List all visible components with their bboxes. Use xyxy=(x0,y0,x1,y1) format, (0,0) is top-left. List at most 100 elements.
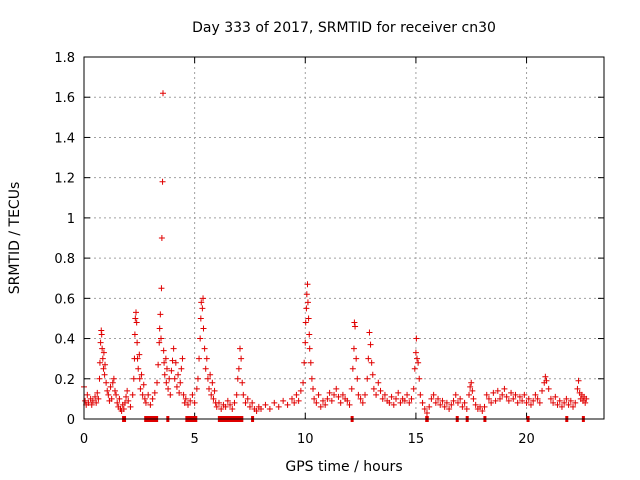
data-point xyxy=(208,391,215,398)
data-point xyxy=(194,375,201,382)
data-point xyxy=(452,391,459,398)
data-point xyxy=(454,399,461,406)
data-point xyxy=(156,325,163,332)
data-point xyxy=(140,381,147,388)
data-point xyxy=(137,385,144,392)
data-point xyxy=(428,395,435,402)
data-point xyxy=(88,401,95,408)
data-point xyxy=(423,409,430,416)
data-point xyxy=(310,385,317,392)
data-point xyxy=(335,393,342,400)
data-point xyxy=(113,391,120,398)
data-point xyxy=(291,399,298,406)
data-point xyxy=(545,385,552,392)
data-point xyxy=(512,391,519,398)
data-point xyxy=(468,379,475,386)
data-point xyxy=(379,395,386,402)
data-point xyxy=(365,355,372,362)
data-point xyxy=(163,379,170,386)
data-point xyxy=(209,379,216,386)
axis-ticks: 0 0.2 0.4 0.6 0.8 1 1.2 1.4 1.6 1.8 0 5 10 15 20 xyxy=(54,51,604,447)
data-point xyxy=(167,391,174,398)
data-point xyxy=(466,391,473,398)
x-tick-label: 15 xyxy=(408,432,425,447)
data-point xyxy=(289,395,295,402)
data-point xyxy=(393,395,399,402)
y-tick-label: 1.2 xyxy=(54,172,75,187)
y-tick-label: 1.4 xyxy=(54,131,75,146)
data-point xyxy=(311,395,318,402)
data-point xyxy=(107,383,114,390)
data-point xyxy=(239,379,246,386)
data-point xyxy=(565,401,572,408)
data-point xyxy=(572,399,579,406)
data-point xyxy=(244,395,251,402)
data-point xyxy=(582,399,589,406)
x-tick-label: 20 xyxy=(518,432,535,447)
data-point xyxy=(303,291,310,298)
data-point xyxy=(297,387,304,394)
data-point xyxy=(189,391,196,398)
data-point xyxy=(401,397,408,404)
data-point xyxy=(381,391,388,398)
data-point xyxy=(96,359,103,366)
data-point xyxy=(179,355,186,362)
data-point xyxy=(181,399,188,406)
data-point xyxy=(99,345,106,352)
y-tick-label: 0.4 xyxy=(54,333,75,348)
data-point xyxy=(305,315,312,322)
data-point xyxy=(457,395,464,402)
data-point xyxy=(469,387,476,394)
data-point xyxy=(543,377,550,384)
data-point xyxy=(322,401,329,408)
data-point xyxy=(463,405,470,412)
data-point xyxy=(200,295,207,302)
data-point xyxy=(234,375,241,382)
x-tick-label: 0 xyxy=(80,432,88,447)
data-point xyxy=(357,395,364,402)
data-point xyxy=(114,399,121,406)
data-point xyxy=(96,375,103,382)
data-point xyxy=(359,399,366,406)
data-point xyxy=(235,365,242,372)
data-point xyxy=(120,405,127,412)
data-point xyxy=(156,339,163,346)
data-point xyxy=(165,385,172,392)
data-point xyxy=(467,383,474,390)
data-point xyxy=(210,395,217,402)
data-points xyxy=(81,90,590,422)
data-point xyxy=(159,90,166,97)
data-point xyxy=(224,397,231,404)
data-point xyxy=(459,403,466,410)
data-point xyxy=(197,335,204,342)
data-point xyxy=(207,371,214,378)
data-point xyxy=(519,397,526,404)
data-point xyxy=(302,319,309,326)
data-point xyxy=(415,359,422,366)
data-point xyxy=(109,379,116,386)
data-point xyxy=(177,379,184,386)
data-point xyxy=(419,399,426,406)
data-point xyxy=(133,309,139,316)
data-point xyxy=(485,395,492,402)
data-point xyxy=(211,387,218,394)
data-point xyxy=(441,403,448,410)
data-point xyxy=(105,391,112,398)
data-point xyxy=(432,399,439,406)
data-point xyxy=(238,355,245,362)
data-point xyxy=(302,339,309,346)
data-point xyxy=(395,389,402,396)
data-point xyxy=(567,397,574,404)
data-point xyxy=(446,405,453,412)
data-point xyxy=(185,401,191,408)
data-point xyxy=(370,385,377,392)
data-point xyxy=(102,361,109,368)
data-point xyxy=(203,355,210,362)
data-point xyxy=(306,345,313,352)
data-point xyxy=(388,393,395,400)
data-point xyxy=(319,397,326,404)
y-tick-label: 0.2 xyxy=(54,373,75,388)
data-point xyxy=(304,299,311,306)
data-point xyxy=(421,405,428,412)
data-point xyxy=(339,391,346,398)
